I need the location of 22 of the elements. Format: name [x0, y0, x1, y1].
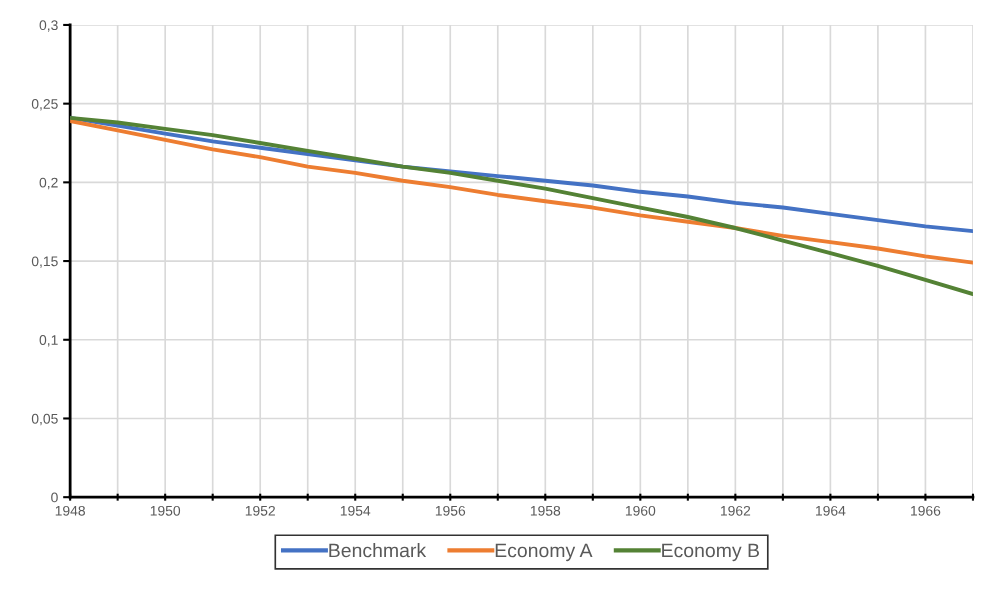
y-tick-label: 0,2 [39, 177, 58, 190]
x-tick-label: 1966 [911, 505, 941, 516]
x-tick-label: 1964 [816, 505, 846, 516]
x-tick-label: 1954 [340, 505, 371, 516]
x-tick-label: 1960 [625, 505, 656, 516]
x-tick-label: 1958 [530, 505, 561, 516]
line-series [70, 115, 973, 297]
y-tick-label: 0,15 [31, 256, 58, 268]
x-tick-label: 1962 [720, 505, 751, 516]
y-tick-label: 0,1 [39, 335, 58, 347]
x-tick-label: 1952 [245, 505, 275, 516]
y-tick-label: 0 [51, 492, 58, 503]
y-tick-label: 0,05 [31, 413, 58, 426]
line-series [70, 119, 973, 265]
legend-label: Benchmark [329, 543, 427, 558]
x-tick-label: 1956 [435, 505, 466, 516]
y-tick-label: 0,3 [39, 20, 58, 32]
legend-label: Economy A [495, 543, 593, 562]
x-tick-label: 1950 [150, 505, 181, 516]
y-tick-label: 0,25 [31, 98, 58, 111]
x-tick-label: 1948 [55, 505, 85, 516]
legend-label: Economy B [662, 543, 759, 562]
